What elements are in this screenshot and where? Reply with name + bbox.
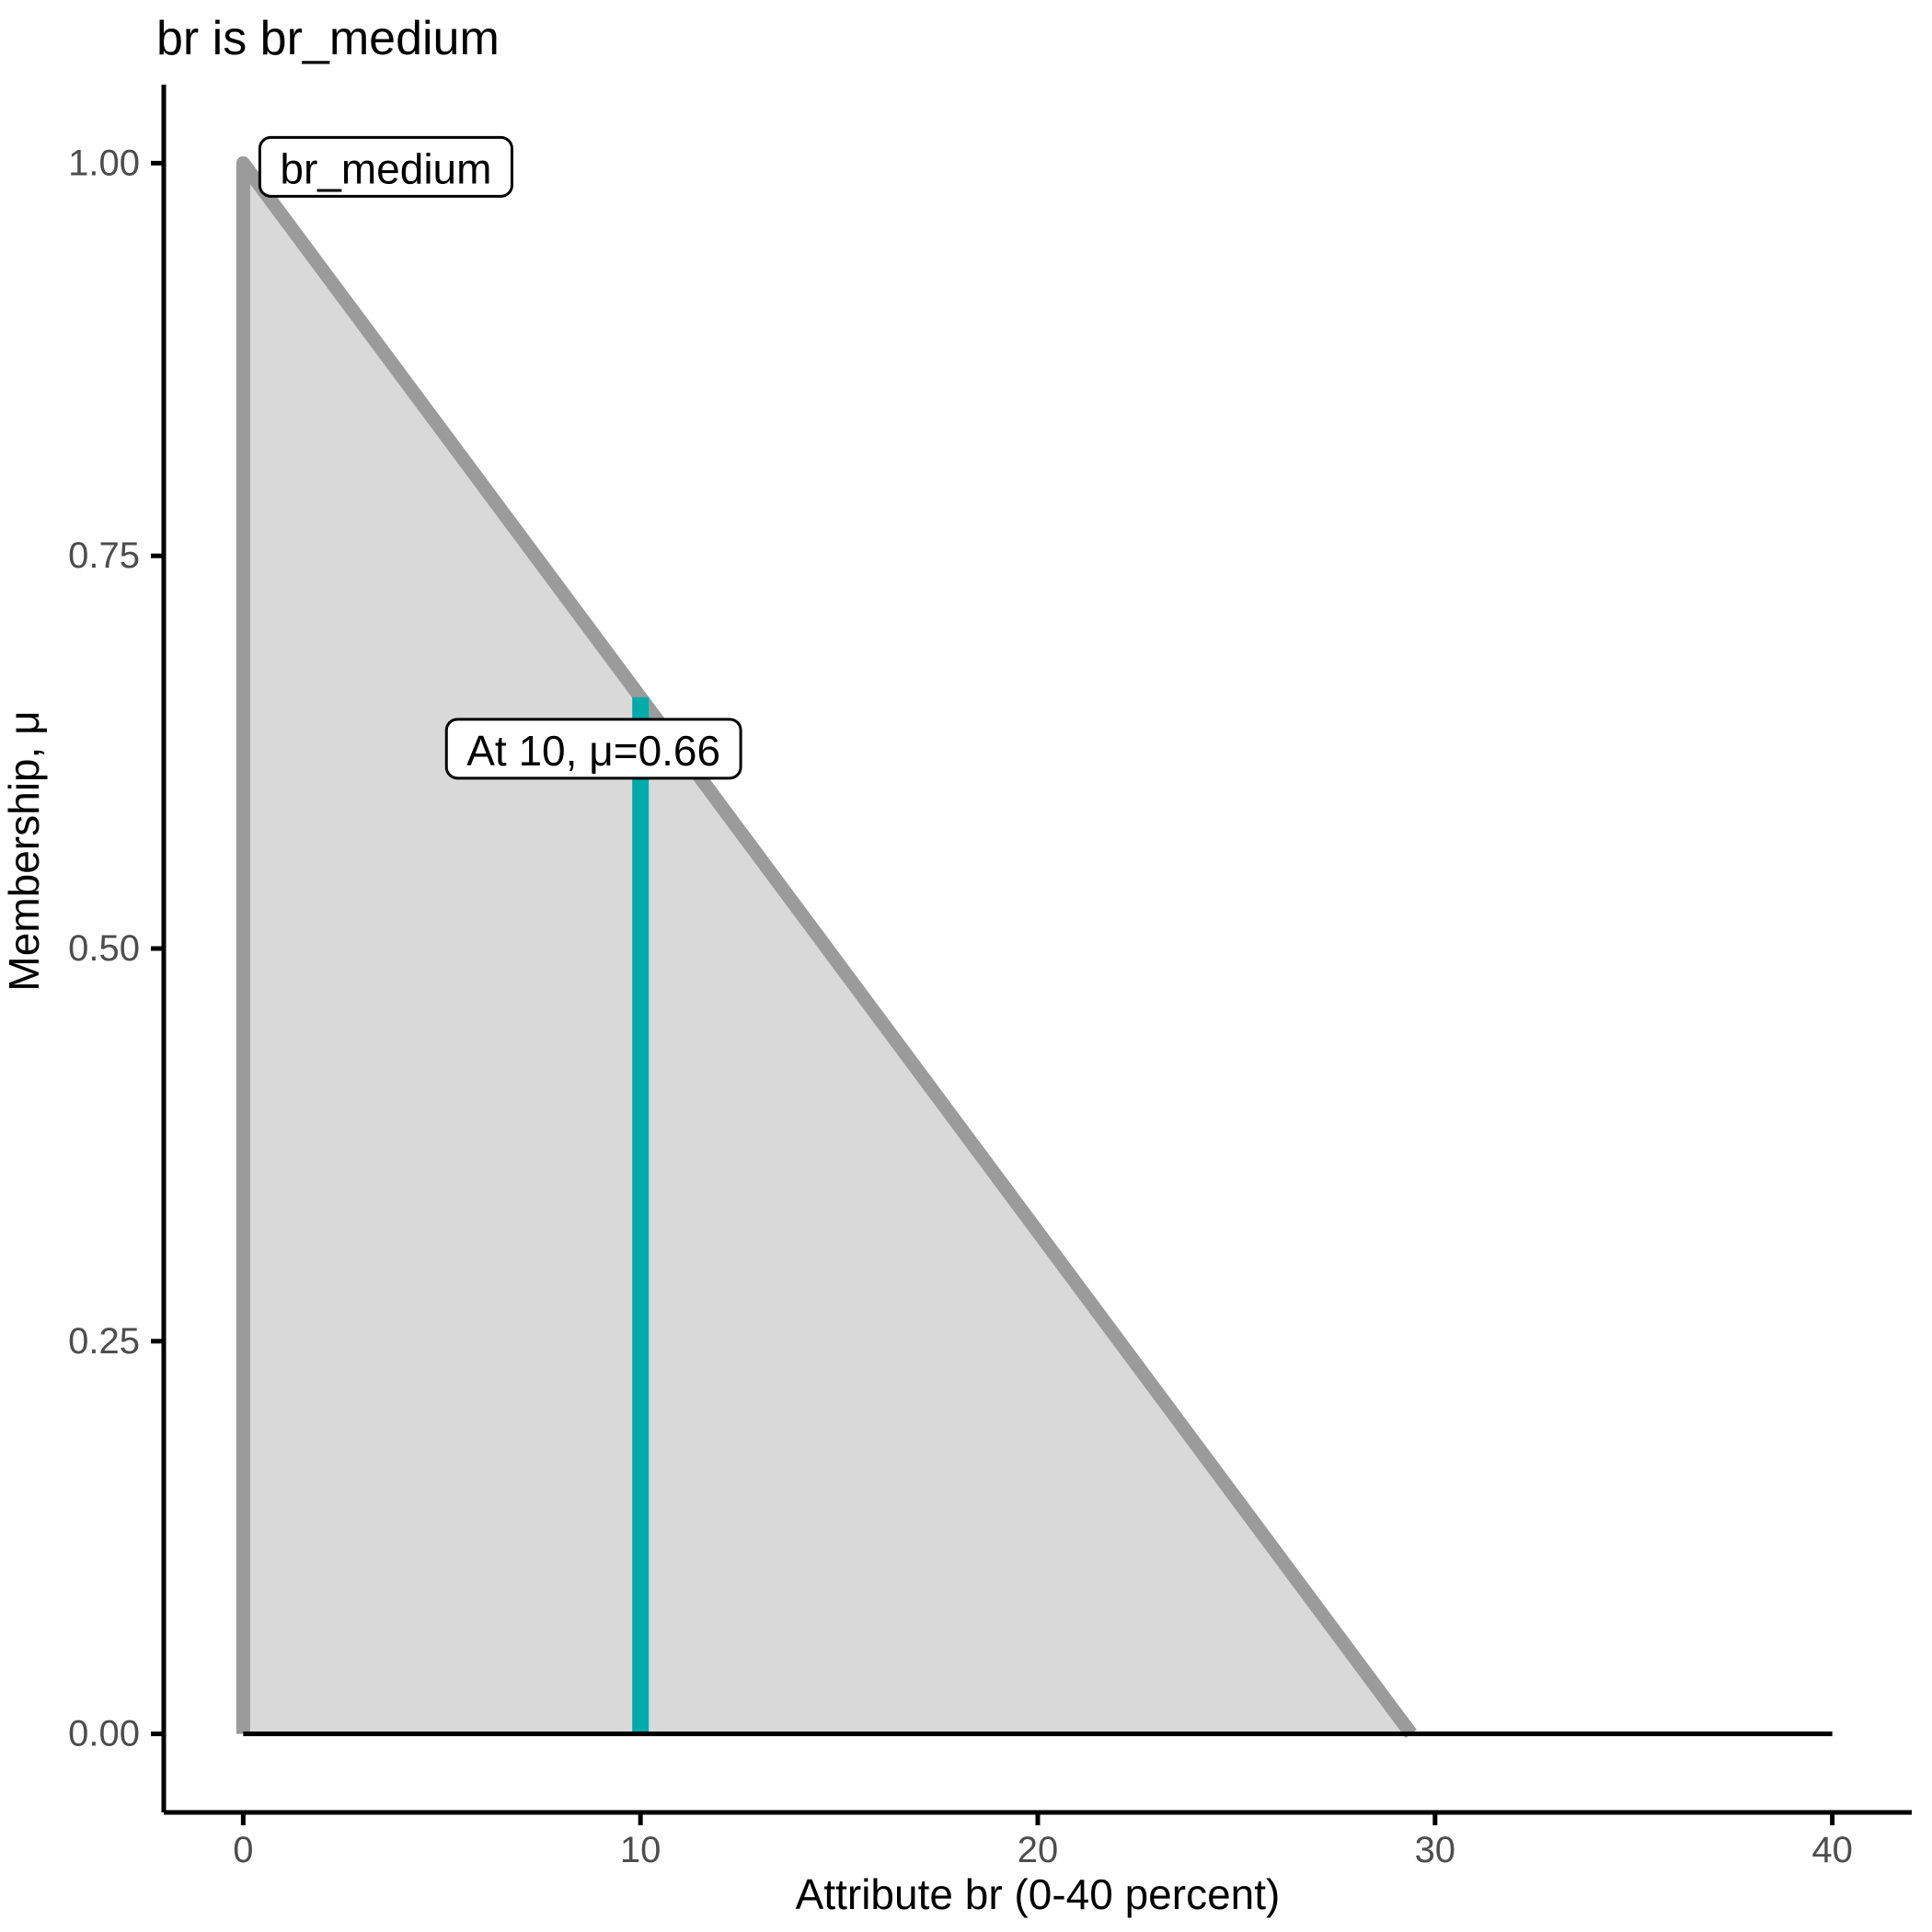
y-tick-label: 0.75 — [68, 535, 140, 576]
y-axis-title: Membership, μ — [0, 710, 48, 991]
x-tick-label: 20 — [1018, 1830, 1059, 1870]
y-tick-label: 0.25 — [68, 1321, 140, 1362]
set-label-annotation: br_medium — [258, 135, 513, 198]
set-label-box — [258, 135, 513, 198]
indicator-label-text: At 10, μ=0.66 — [466, 727, 720, 775]
set-label-text: br_medium — [280, 144, 491, 192]
plot-title: br is br_medium — [156, 12, 500, 65]
indicator-label-annotation: At 10, μ=0.66 — [444, 718, 742, 780]
y-tick-label: 0.00 — [68, 1714, 140, 1754]
y-tick-label: 0.50 — [68, 928, 140, 969]
axes-layer: 0 10 20 30 40 1.00 0.75 0.50 0.25 0.00 — [68, 85, 1912, 1870]
indicator-label-box — [444, 718, 742, 780]
x-axis-title: Attribute br (0-40 percent) — [796, 1870, 1281, 1918]
y-tick-label: 1.00 — [68, 143, 140, 183]
x-tick-label: 0 — [233, 1830, 253, 1870]
data-layer — [236, 155, 1833, 1739]
x-tick-label: 10 — [620, 1830, 661, 1870]
x-tick-label: 40 — [1811, 1830, 1853, 1870]
annotation-layer: br_medium At 10, μ=0.66 — [258, 135, 742, 780]
x-tick-label: 30 — [1415, 1830, 1456, 1870]
membership-outline — [236, 155, 1417, 1739]
